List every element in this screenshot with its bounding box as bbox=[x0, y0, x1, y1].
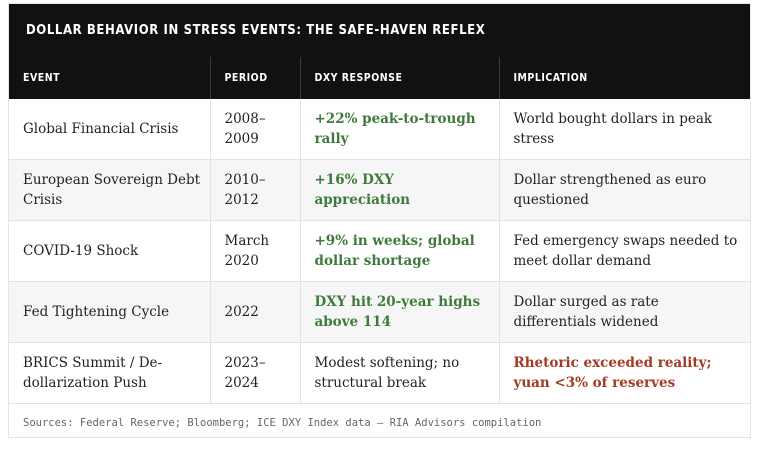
source-note: Sources: Federal Reserve; Bloomberg; ICE… bbox=[9, 403, 750, 441]
implication-cell: Fed emergency swaps needed to meet dolla… bbox=[498, 220, 750, 282]
period-cell: 2023–2024 bbox=[209, 342, 300, 403]
event-cell: Fed Tightening Cycle bbox=[9, 281, 210, 343]
dxy-response-cell: +9% in weeks; global dollar shortage bbox=[299, 220, 499, 282]
implication-cell: World bought dollars in peak stress bbox=[498, 99, 750, 160]
implication-cell: Dollar strengthened as euro questioned bbox=[498, 159, 750, 221]
dxy-response-cell: DXY hit 20-year highs above 114 bbox=[299, 281, 499, 343]
table-row: Fed Tightening Cycle 2022 DXY hit 20-yea… bbox=[9, 281, 750, 343]
table-card: DOLLAR BEHAVIOR IN STRESS EVENTS: THE SA… bbox=[8, 3, 751, 438]
stress-events-table: EVENT PERIOD DXY RESPONSE IMPLICATION Gl… bbox=[9, 57, 750, 403]
column-header-dxy-response: DXY RESPONSE bbox=[299, 57, 499, 99]
period-cell: 2008–2009 bbox=[209, 99, 300, 160]
column-header-implication: IMPLICATION bbox=[498, 57, 750, 99]
table-title: DOLLAR BEHAVIOR IN STRESS EVENTS: THE SA… bbox=[9, 4, 750, 57]
implication-cell: Dollar surged as rate differentials wide… bbox=[498, 281, 750, 343]
table-row: BRICS Summit / De-dollarization Push 202… bbox=[9, 342, 750, 403]
table-row: European Sovereign Debt Crisis 2010–2012… bbox=[9, 159, 750, 221]
event-cell: European Sovereign Debt Crisis bbox=[9, 159, 210, 221]
dxy-response-cell: +16% DXY appreciation bbox=[299, 159, 499, 221]
header-row: EVENT PERIOD DXY RESPONSE IMPLICATION bbox=[9, 57, 750, 99]
dxy-response-cell: +22% peak-to-trough rally bbox=[299, 99, 499, 160]
period-cell: 2010–2012 bbox=[209, 159, 300, 221]
period-cell: 2022 bbox=[209, 281, 300, 343]
implication-cell: Rhetoric exceeded reality; yuan <3% of r… bbox=[498, 342, 750, 403]
table-row: COVID-19 Shock March 2020 +9% in weeks; … bbox=[9, 220, 750, 282]
dxy-response-cell: Modest softening; no structural break bbox=[299, 342, 499, 403]
event-cell: Global Financial Crisis bbox=[23, 121, 179, 137]
table-row: Global Financial Crisis 2008–2009 +22% p… bbox=[9, 99, 750, 160]
event-cell: BRICS Summit / De-dollarization Push bbox=[9, 342, 210, 403]
period-cell: March 2020 bbox=[209, 220, 300, 282]
column-header-period: PERIOD bbox=[209, 57, 300, 99]
event-cell: COVID-19 Shock bbox=[9, 220, 210, 282]
column-header-event: EVENT bbox=[9, 57, 210, 99]
